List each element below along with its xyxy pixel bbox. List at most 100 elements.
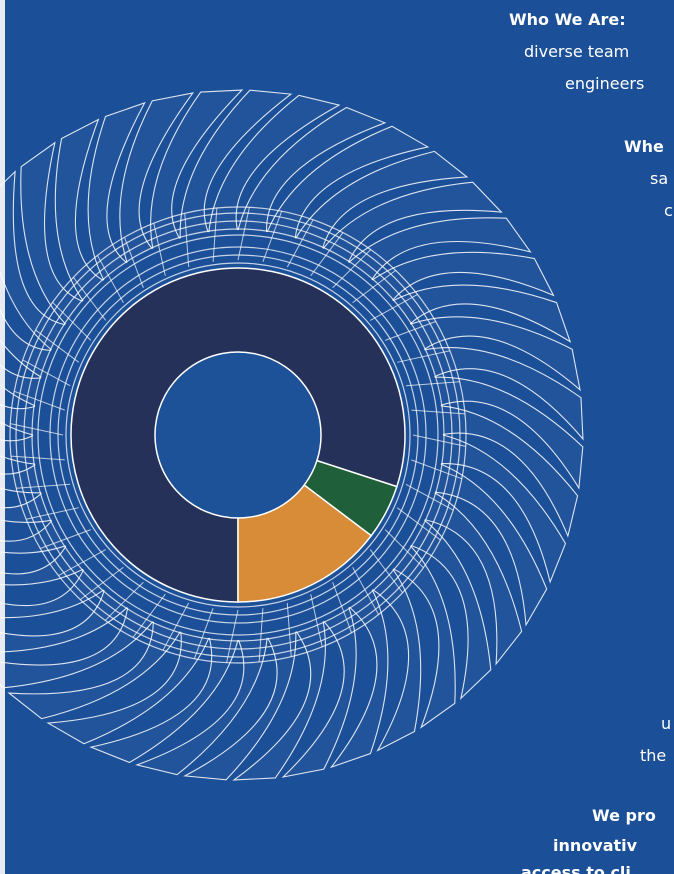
hub-spoke [258, 608, 264, 663]
turbine-blade [424, 492, 523, 666]
hub-spoke [286, 602, 292, 657]
text-line: Whe [624, 137, 664, 156]
hub-spoke [132, 593, 166, 638]
turbine-blade [372, 568, 422, 752]
turbine-blade [295, 150, 469, 249]
turbine-blade [440, 434, 567, 584]
turbine-blade [348, 217, 532, 280]
hub-ring [37, 234, 439, 636]
hub-spoke [262, 211, 283, 262]
text-layer: Who We Are: diverse team engineers Whe sa c ut… [509, 10, 673, 874]
turbine-blade [329, 589, 389, 769]
text-line: sa [650, 169, 668, 188]
hub-spoke [369, 549, 404, 594]
turbine-blade [0, 546, 84, 586]
turbine-blade [150, 89, 244, 249]
text-line: the [640, 746, 666, 765]
hub-spoke [10, 455, 65, 461]
hub-spoke [352, 269, 397, 304]
hub-ring [57, 254, 419, 616]
turbine-blade [410, 316, 581, 392]
hub-spoke [40, 529, 91, 549]
hub-spoke [22, 359, 71, 387]
hub-spoke [97, 255, 124, 303]
donut-segment [237, 483, 373, 603]
turbine-blade [89, 637, 239, 764]
turbine-blade [0, 569, 105, 619]
turbine-blade [20, 141, 83, 325]
turbine-blade [183, 631, 297, 781]
hub-spoke [412, 434, 466, 447]
hub-spoke [162, 602, 190, 651]
donut-chart [70, 267, 406, 603]
hub-spoke [52, 301, 92, 341]
hub-spoke [332, 582, 352, 633]
hub-spoke [35, 329, 80, 363]
hub-spoke [79, 566, 124, 601]
turbine-blade [0, 607, 154, 689]
turbine-blade [0, 590, 128, 653]
turbine-blade [0, 492, 52, 523]
hub-spoke [384, 529, 424, 569]
text-line: We pro [592, 806, 656, 825]
donut-hole [156, 353, 320, 517]
text-line: innovativ [553, 836, 638, 855]
turbine-blade [266, 125, 430, 239]
turbine-blade [434, 463, 548, 627]
turbine-blade [0, 520, 66, 554]
hub-spoke [405, 483, 454, 511]
hub-spoke [26, 507, 79, 520]
hub-spoke [405, 381, 460, 387]
hub-spoke [58, 549, 106, 576]
turbine-blade [392, 284, 572, 343]
left-edge [0, 0, 5, 874]
donut-segment [70, 267, 406, 603]
text-line: access to cli [521, 863, 631, 874]
hub-ring [9, 206, 467, 664]
hub-spoke [72, 276, 107, 321]
turbine-blade [135, 637, 268, 776]
hub-ring [65, 262, 411, 608]
turbine-blade [208, 94, 341, 233]
hub-ring [31, 228, 445, 642]
turbine-blade [322, 181, 503, 263]
turbine-blade [87, 101, 146, 281]
hub-spoke [332, 249, 372, 289]
hub-spoke [385, 321, 436, 341]
hub-ring [49, 246, 427, 624]
turbine-blade [424, 347, 584, 441]
hub-spoke [193, 608, 214, 659]
hub-spoke [14, 390, 65, 411]
hub-spoke [153, 223, 166, 276]
hub-spoke [237, 207, 250, 261]
turbine-blade [434, 376, 584, 490]
hub-spoke [286, 219, 314, 268]
turbine-blade [0, 170, 66, 351]
hub-spoke [310, 594, 323, 647]
turbine-blade [54, 118, 104, 302]
text-line: c [664, 201, 673, 220]
turbine-blade [237, 106, 387, 233]
turbine-blade [0, 364, 42, 407]
hub-ring [15, 212, 461, 658]
turbine-blade [179, 89, 293, 239]
hub-spoke [212, 207, 218, 262]
turbine-blade [440, 405, 579, 538]
hub-spoke [226, 609, 239, 663]
hub-spoke [16, 483, 71, 489]
hub-spoke [310, 232, 344, 277]
turbine-blade [371, 251, 555, 301]
hub-spoke [10, 423, 64, 436]
hub-spoke [396, 507, 441, 541]
hub-spoke [370, 294, 418, 321]
hub-spoke [411, 409, 466, 415]
turbine-blade [393, 545, 456, 729]
hub-ring [23, 220, 453, 650]
text-line: diverse team [524, 42, 629, 61]
turbine-blade [0, 308, 52, 378]
hub-spoke [184, 213, 190, 268]
hub-spoke [124, 237, 144, 288]
turbine-blade [410, 519, 492, 700]
